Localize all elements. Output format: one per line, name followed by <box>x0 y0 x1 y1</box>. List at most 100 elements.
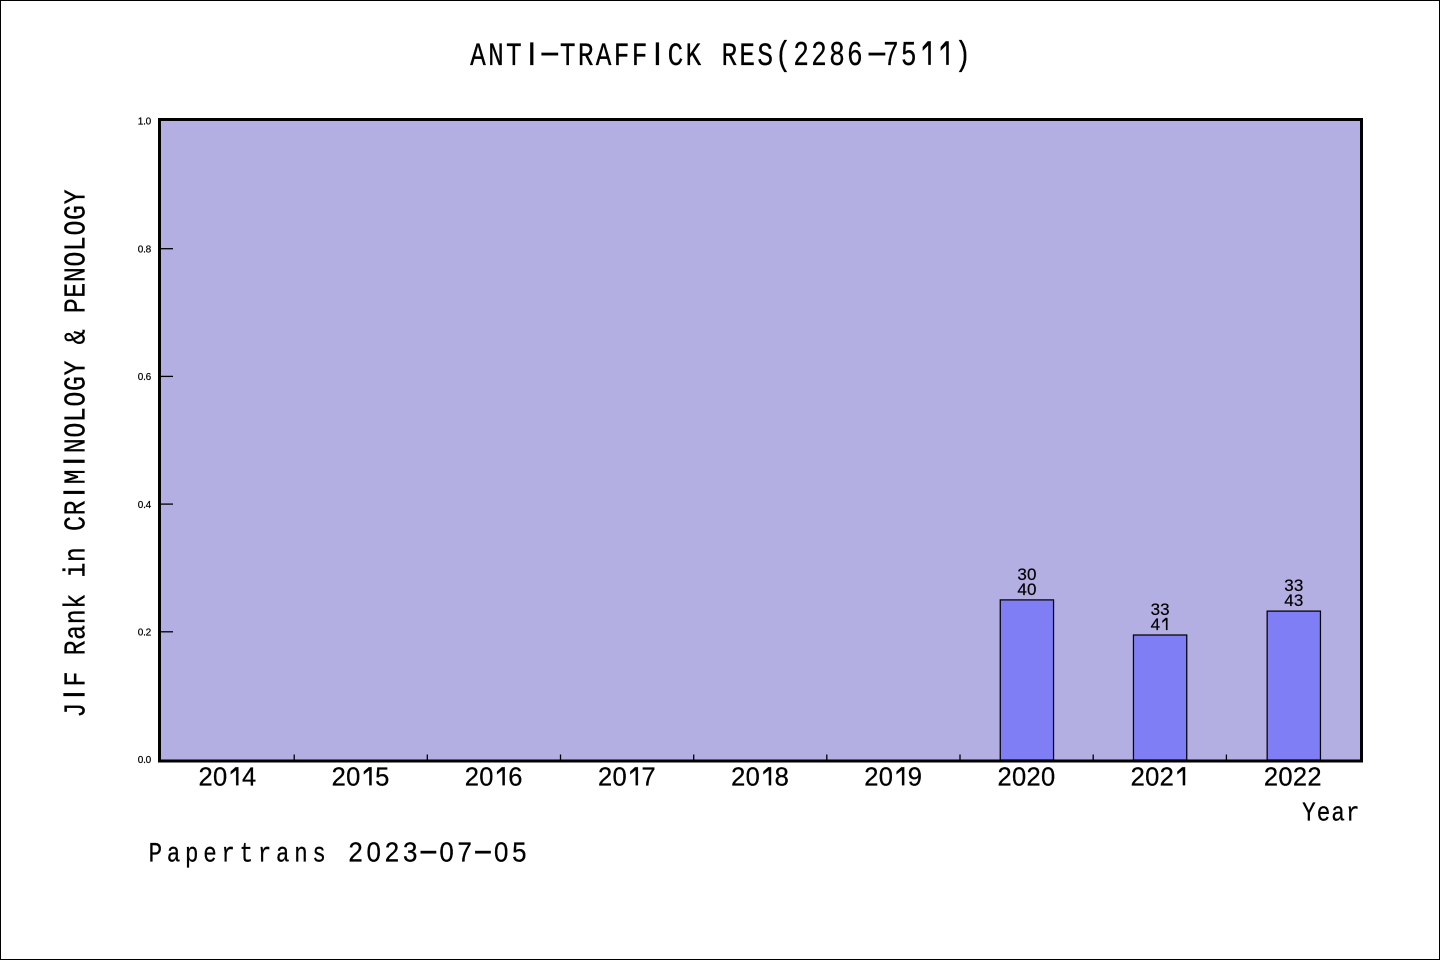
svg-text:L: L <box>60 407 94 422</box>
svg-text:I: I <box>58 690 92 698</box>
svg-text:2: 2 <box>812 36 826 73</box>
svg-text:4: 4 <box>1151 615 1160 634</box>
svg-text:I: I <box>527 36 536 72</box>
svg-text:2: 2 <box>385 837 399 868</box>
svg-text:2: 2 <box>1160 763 1174 791</box>
svg-text:8: 8 <box>830 36 844 73</box>
svg-text:0: 0 <box>1041 763 1055 791</box>
svg-text:P: P <box>60 298 94 313</box>
svg-text:C: C <box>60 516 94 531</box>
svg-text:7: 7 <box>641 763 655 791</box>
svg-text:O: O <box>60 221 94 236</box>
svg-text:4: 4 <box>1017 580 1026 599</box>
svg-text:r: r <box>1346 800 1360 829</box>
svg-text:C: C <box>668 38 684 74</box>
svg-text:5: 5 <box>512 837 526 868</box>
svg-text:Y: Y <box>60 360 94 375</box>
svg-text:a: a <box>60 625 94 640</box>
svg-text:O: O <box>60 252 94 267</box>
svg-text:n: n <box>60 609 94 624</box>
svg-text:G: G <box>60 205 94 220</box>
svg-text:2: 2 <box>598 763 612 791</box>
svg-text:S: S <box>757 38 773 74</box>
svg-text:r: r <box>221 838 234 870</box>
svg-text:0: 0 <box>1027 580 1036 599</box>
svg-text:F: F <box>60 671 94 686</box>
svg-text:0.0: 0.0 <box>138 755 152 766</box>
svg-text:N: N <box>60 438 94 453</box>
svg-text:0: 0 <box>346 763 360 791</box>
svg-text:6: 6 <box>848 36 862 73</box>
svg-text:7: 7 <box>884 36 898 73</box>
svg-text:F: F <box>632 38 648 74</box>
svg-text:O: O <box>60 423 94 438</box>
svg-text:6: 6 <box>508 763 522 791</box>
svg-text:e: e <box>1317 800 1331 829</box>
svg-text:I: I <box>58 488 92 496</box>
svg-text:2: 2 <box>348 837 362 868</box>
svg-text:0: 0 <box>479 763 493 791</box>
svg-text:k: k <box>60 594 94 609</box>
svg-text:3: 3 <box>1151 600 1160 619</box>
svg-text:N: N <box>488 38 504 74</box>
svg-text:p: p <box>185 838 198 870</box>
svg-text:1.0: 1.0 <box>138 117 152 128</box>
svg-text:i: i <box>60 563 94 578</box>
svg-text:s: s <box>312 838 325 870</box>
svg-text:): ) <box>954 37 971 75</box>
svg-text:L: L <box>60 236 94 251</box>
svg-text:T: T <box>506 38 522 74</box>
svg-text:2: 2 <box>1307 763 1321 791</box>
svg-text:0: 0 <box>494 837 508 868</box>
svg-text:r: r <box>258 838 271 870</box>
svg-text:E: E <box>739 38 755 74</box>
svg-text:2: 2 <box>332 763 346 791</box>
svg-text:A: A <box>470 38 486 74</box>
svg-text:7: 7 <box>458 837 472 868</box>
svg-text:3: 3 <box>1294 591 1303 610</box>
svg-text:T: T <box>560 38 576 74</box>
svg-text:2: 2 <box>1264 763 1278 791</box>
svg-text:0: 0 <box>1012 763 1026 791</box>
svg-text:0.8: 0.8 <box>138 244 152 255</box>
svg-text:Y: Y <box>60 189 94 204</box>
svg-text:J: J <box>60 703 94 718</box>
svg-text:F: F <box>614 38 630 74</box>
svg-text:3: 3 <box>1294 576 1303 595</box>
svg-text:2: 2 <box>864 763 878 791</box>
svg-text:2: 2 <box>794 36 808 73</box>
svg-text:P: P <box>149 838 162 870</box>
svg-text:R: R <box>578 38 594 74</box>
svg-text:K: K <box>686 38 702 74</box>
svg-text:a: a <box>276 838 289 870</box>
svg-text:A: A <box>596 38 612 74</box>
svg-text:n: n <box>294 838 307 870</box>
svg-text:2: 2 <box>465 763 479 791</box>
svg-text:0: 0 <box>1278 763 1292 791</box>
svg-text:0: 0 <box>1145 763 1159 791</box>
svg-text:Y: Y <box>1302 800 1316 829</box>
svg-text:3: 3 <box>1284 576 1293 595</box>
svg-text:2: 2 <box>1131 763 1145 791</box>
svg-text:G: G <box>60 376 94 391</box>
svg-text:3: 3 <box>1017 565 1026 584</box>
svg-text:R: R <box>721 38 737 74</box>
svg-text:&: & <box>60 329 94 344</box>
svg-text:5: 5 <box>902 36 916 73</box>
svg-text:0: 0 <box>1027 565 1036 584</box>
svg-text:0: 0 <box>367 837 381 868</box>
svg-text:t: t <box>240 838 253 870</box>
svg-text:3: 3 <box>1160 600 1169 619</box>
svg-text:0.2: 0.2 <box>138 628 152 639</box>
svg-text:I: I <box>653 36 662 72</box>
svg-text:0.4: 0.4 <box>138 500 152 511</box>
svg-text:e: e <box>203 838 216 870</box>
svg-text:0: 0 <box>612 763 626 791</box>
svg-text:(: ( <box>775 37 792 75</box>
svg-text:2: 2 <box>1293 763 1307 791</box>
svg-text:M: M <box>60 469 94 484</box>
svg-text:2: 2 <box>1026 763 1040 791</box>
svg-text:a: a <box>167 838 180 870</box>
svg-text:0: 0 <box>213 763 227 791</box>
svg-text:E: E <box>60 283 94 298</box>
